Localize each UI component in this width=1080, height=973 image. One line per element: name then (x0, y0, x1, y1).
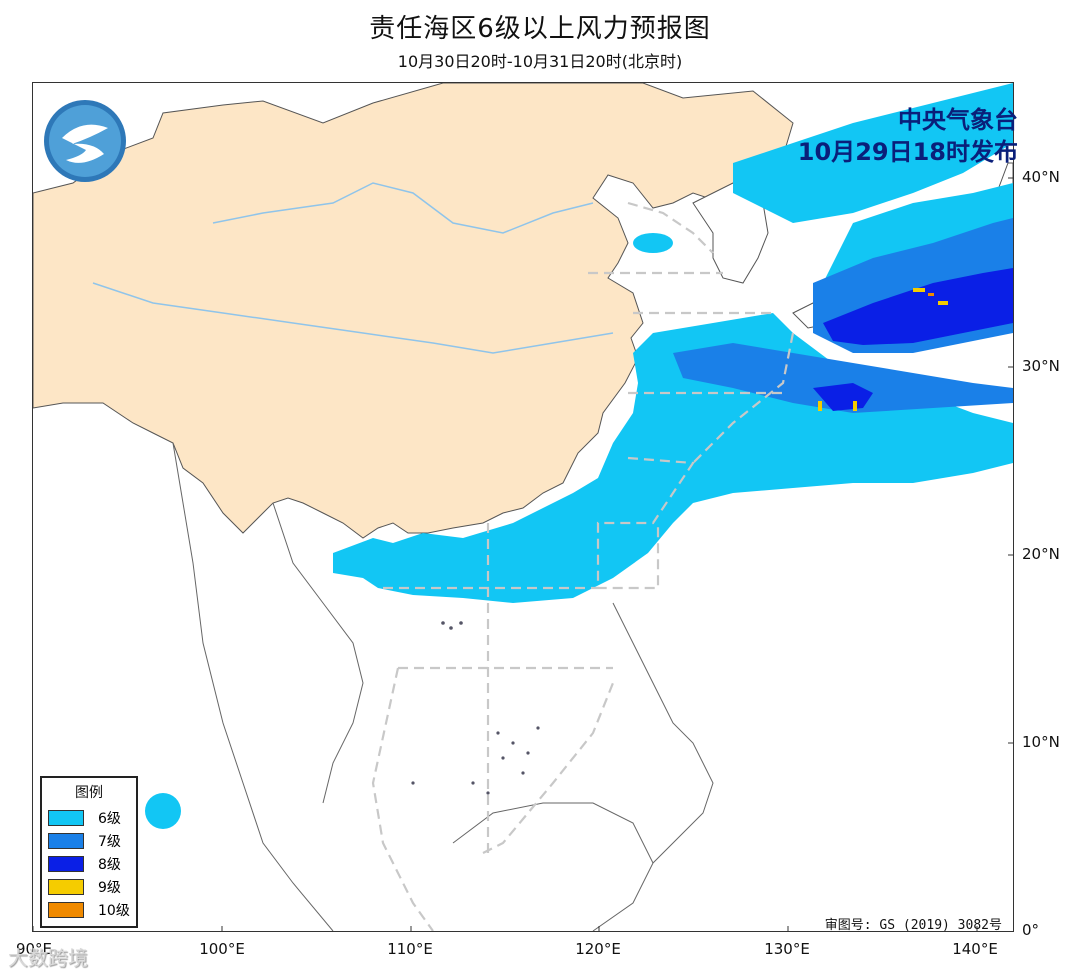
legend-label: 6级 (98, 810, 121, 827)
lon-label-100: 100°E (199, 940, 245, 958)
lon-label-110: 110°E (387, 940, 433, 958)
lon-label-90: 90°E (15, 940, 53, 958)
lat-label-30: 30°N (1022, 357, 1060, 375)
lat-label-0: 0° (1022, 921, 1040, 939)
legend-item-6: 6级 (42, 806, 136, 829)
river-yangtze (92, 282, 614, 354)
lat-label-10: 10°N (1022, 733, 1060, 751)
wind-level-9-areas (818, 288, 948, 411)
legend-swatch (48, 855, 84, 872)
lon-label-140: 140°E (952, 940, 998, 958)
legend-swatch (48, 878, 84, 895)
legend: 图例 6级 7级 8级 9级 10级 (40, 776, 138, 928)
legend-item-10: 10级 (42, 898, 136, 921)
lon-label-130: 130°E (764, 940, 810, 958)
cma-logo-icon (44, 100, 126, 182)
issuer-time: 10月29日18时发布 (797, 138, 1018, 166)
lat-label-20: 20°N (1022, 545, 1060, 563)
legend-label: 8级 (98, 856, 121, 873)
map-subtitle: 10月30日20时-10月31日20时(北京时) (397, 52, 683, 71)
borneo-outline (452, 802, 654, 931)
legend-item-7: 7级 (42, 829, 136, 852)
axis-ticks (33, 177, 1013, 931)
river-yellow (212, 182, 594, 234)
legend-swatch (48, 901, 84, 918)
review-number: 审图号: GS (2019) 3082号 (824, 918, 1002, 933)
legend-label: 7级 (98, 833, 121, 850)
philippines-outline (612, 602, 714, 864)
wind-level-10-areas (928, 293, 934, 296)
island-dot-clusters (411, 621, 540, 795)
legend-swatch (48, 809, 84, 826)
lat-label-40: 40°N (1022, 168, 1060, 186)
legend-item-8: 8级 (42, 852, 136, 875)
indochina-outline (172, 442, 364, 931)
legend-label: 10级 (98, 902, 130, 919)
china-landmass (33, 83, 794, 539)
legend-swatch (48, 832, 84, 849)
legend-title: 图例 (75, 785, 103, 801)
wind-level-8-areas (813, 268, 1013, 411)
watermark: 大数跨境 (8, 946, 88, 970)
issuer-org: 中央气象台 (898, 106, 1018, 134)
map-frame (32, 82, 1014, 932)
lon-label-120: 120°E (575, 940, 621, 958)
sea-zone-boundaries (371, 201, 795, 931)
legend-label: 9级 (98, 879, 121, 896)
legend-item-9: 9级 (42, 875, 136, 898)
issuer-block: 中央气象台 10月29日18时发布 (798, 104, 1018, 168)
map-title: 责任海区6级以上风力预报图 (369, 14, 711, 44)
forecast-map (33, 83, 1013, 931)
